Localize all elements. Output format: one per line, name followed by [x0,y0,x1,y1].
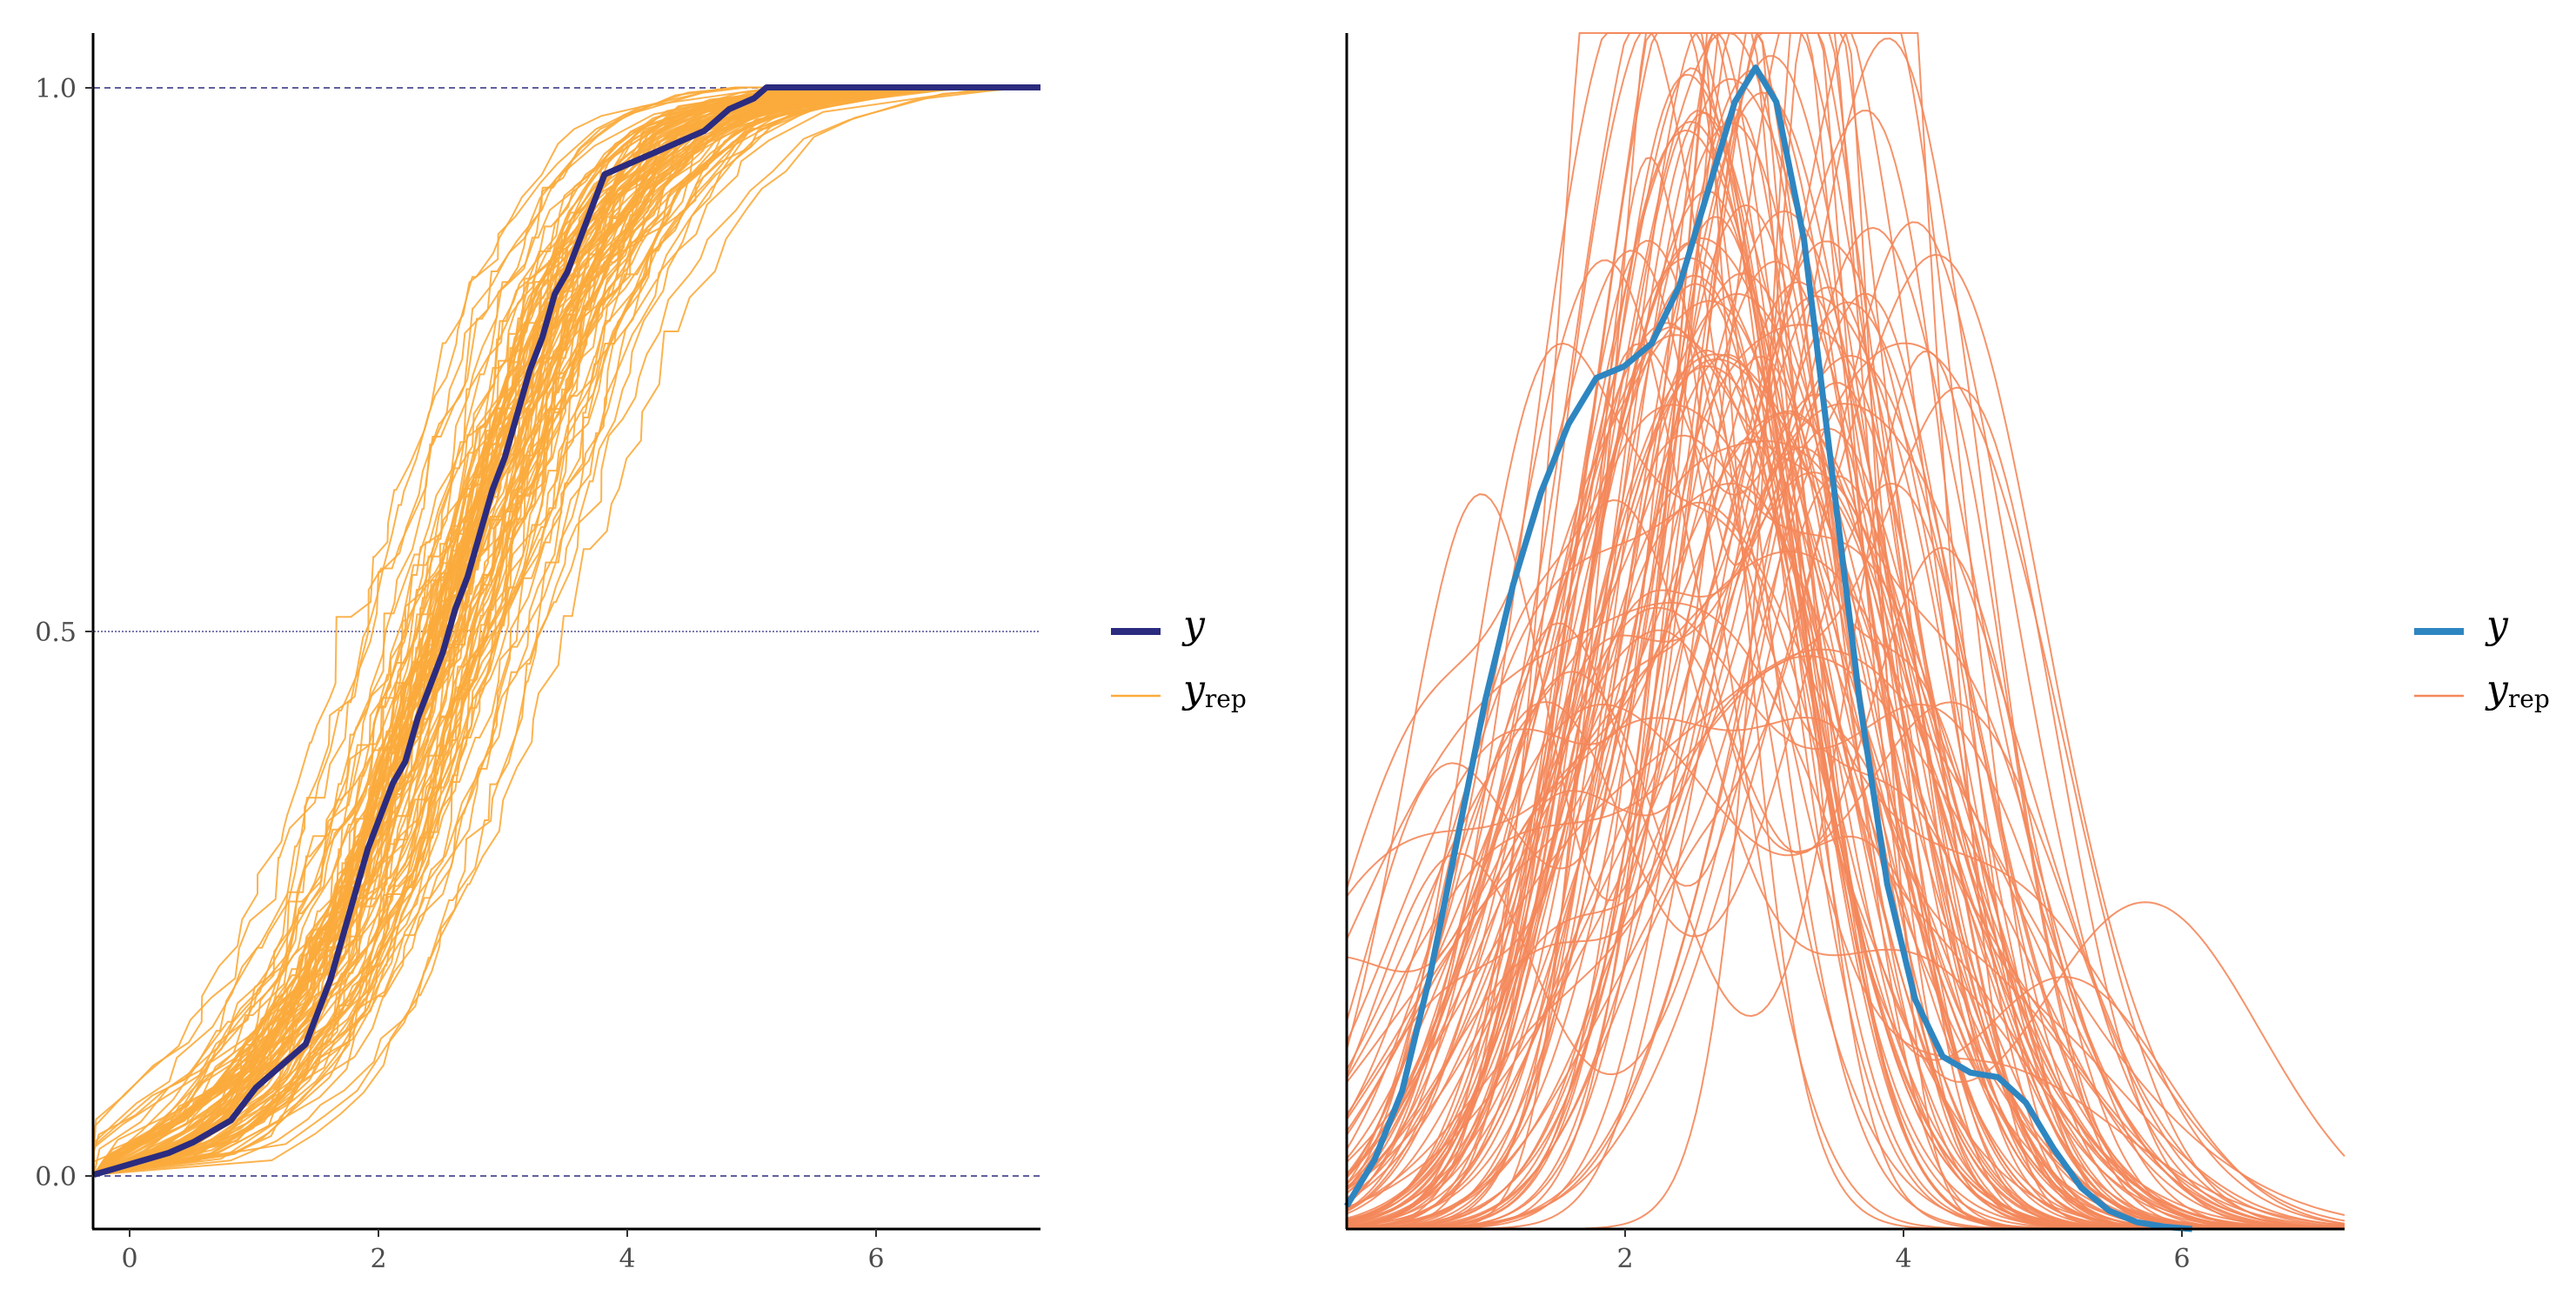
density-yrep-line [1346,501,2345,1223]
density-legend-yrep-label: yrep [2485,667,2550,713]
density-x-tick-label: 6 [2173,1244,2190,1274]
density-x-tick-label: 4 [1895,1244,1911,1274]
density-yrep-line [1346,475,2345,1230]
ecdf-yrep-line [93,86,1040,1176]
ecdf-yrep-line [93,86,1040,1176]
ecdf-legend-y-label: y [1181,603,1206,647]
ecdf-yrep-line [93,86,1040,1176]
density-panel: 2 4 6 y yrep [1344,32,2550,1274]
ecdf-x-tick-label: 6 [867,1244,884,1274]
ecdf-x-tick-label: 2 [370,1244,386,1274]
ecdf-yrep-line [93,86,1040,1176]
density-yrep-line [1346,471,2345,1230]
density-yrep-line [1346,655,2345,1230]
density-yrep-line [1346,272,2345,1229]
density-yrep-line [1346,226,2345,1230]
ecdf-yrep-line [93,86,1040,1176]
density-yrep-line [1346,324,2345,1230]
density-legend: y yrep [2414,603,2550,713]
density-yrep-lines [1346,32,2345,1230]
ecdf-y-tick-label: 0.0 [35,1162,77,1192]
ecdf-panel: 1.0 0.5 0.0 0 2 4 6 y yrep [35,33,1247,1274]
ecdf-yrep-lines [93,86,1040,1176]
ecdf-x-tick-label: 0 [121,1244,137,1274]
density-yrep-line [1346,301,2345,1230]
density-yrep-line [1346,326,2345,1230]
ecdf-yrep-line [93,86,1040,1176]
ecdf-x-ticks: 0 2 4 6 [121,1229,885,1274]
ecdf-yrep-line [93,86,1040,1176]
density-yrep-line [1347,221,2345,1230]
density-yrep-line [1346,281,2345,1230]
ecdf-yrep-line [93,86,1040,1176]
ecdf-yrep-line [93,86,1040,1176]
ecdf-yrep-line [93,86,1040,1175]
density-yrep-line [1346,403,2345,1230]
density-yrep-line [1346,292,2345,1230]
ecdf-yrep-line [93,86,1040,1176]
density-legend-y-label: y [2485,603,2509,647]
density-yrep-line [1346,434,2345,1230]
ecdf-yrep-line [93,86,1040,1176]
ecdf-yrep-line [93,86,1040,1176]
ecdf-yrep-line [93,86,1040,1176]
density-x-tick-label: 2 [1616,1244,1633,1274]
density-yrep-line [1346,440,2345,1230]
density-x-ticks: 2 4 6 [1616,1229,2191,1274]
ecdf-yrep-line [93,86,1040,1176]
density-yrep-line [1346,322,2345,1226]
ecdf-yrep-line [93,86,1040,1176]
ecdf-x-tick-label: 4 [619,1244,635,1274]
density-yrep-line [1346,701,2345,1229]
ecdf-legend: y yrep [1111,603,1247,713]
ecdf-yrep-line [93,86,1040,1175]
ecdf-yrep-line [93,86,1040,1176]
ecdf-y-tick-label: 0.5 [35,618,77,648]
ecdf-legend-yrep-label: yrep [1181,667,1247,713]
ecdf-yrep-line [93,86,1040,1176]
ecdf-y-tick-label: 1.0 [35,74,77,104]
ecdf-y-ticks: 1.0 0.5 0.0 [35,74,93,1192]
density-yrep-line [1346,334,2345,1230]
ecdf-yrep-line [93,86,1040,1176]
ecdf-yrep-line [93,86,1040,1175]
density-yrep-line [1346,260,2345,1230]
density-y-line [1344,64,2193,1233]
density-yrep-line [1346,37,2345,1230]
density-yrep-line [1346,350,2345,1230]
density-yrep-line [1346,292,2345,1230]
ecdf-y-line [93,84,1040,1178]
ecdf-yrep-line [93,86,1040,1176]
